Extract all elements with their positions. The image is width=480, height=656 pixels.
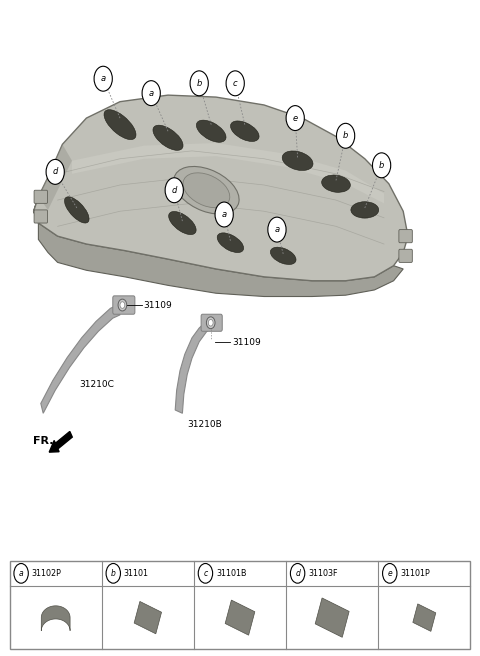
Circle shape — [14, 564, 28, 583]
Circle shape — [118, 299, 127, 311]
Ellipse shape — [217, 233, 244, 253]
FancyBboxPatch shape — [34, 190, 48, 203]
Polygon shape — [38, 144, 72, 210]
Circle shape — [286, 106, 304, 131]
Text: d: d — [52, 167, 58, 176]
Text: c: c — [233, 79, 238, 88]
Circle shape — [46, 159, 64, 184]
Circle shape — [165, 178, 183, 203]
Circle shape — [290, 564, 305, 583]
Text: 31210B: 31210B — [187, 420, 222, 429]
Circle shape — [106, 564, 120, 583]
Circle shape — [94, 66, 112, 91]
Text: a: a — [275, 225, 279, 234]
Circle shape — [198, 564, 213, 583]
Text: d: d — [295, 569, 300, 578]
FancyBboxPatch shape — [399, 230, 412, 243]
Bar — [10, 561, 470, 649]
Text: a: a — [149, 89, 154, 98]
Circle shape — [206, 317, 215, 329]
Polygon shape — [41, 305, 120, 413]
Ellipse shape — [183, 173, 230, 208]
Ellipse shape — [196, 120, 226, 142]
Ellipse shape — [153, 125, 183, 150]
Polygon shape — [72, 143, 384, 203]
FancyBboxPatch shape — [34, 210, 48, 223]
Text: 31101P: 31101P — [400, 569, 430, 578]
Circle shape — [268, 217, 286, 242]
Polygon shape — [225, 600, 255, 635]
Ellipse shape — [351, 201, 379, 218]
Text: b: b — [379, 161, 384, 170]
Circle shape — [215, 202, 233, 227]
Text: b: b — [343, 131, 348, 140]
Ellipse shape — [230, 121, 259, 142]
Polygon shape — [134, 602, 162, 634]
Circle shape — [383, 564, 397, 583]
Text: 31109: 31109 — [143, 300, 172, 310]
Polygon shape — [175, 321, 214, 413]
Ellipse shape — [168, 211, 196, 235]
FancyBboxPatch shape — [399, 249, 412, 262]
Ellipse shape — [104, 110, 136, 140]
Polygon shape — [34, 95, 408, 281]
Ellipse shape — [270, 247, 296, 264]
Text: d: d — [171, 186, 177, 195]
Ellipse shape — [64, 197, 89, 223]
Circle shape — [190, 71, 208, 96]
Text: c: c — [204, 569, 207, 578]
FancyBboxPatch shape — [201, 314, 222, 331]
Text: FR.: FR. — [33, 436, 53, 447]
Text: a: a — [222, 210, 227, 219]
Text: 31109: 31109 — [232, 338, 261, 347]
Text: b: b — [196, 79, 202, 88]
Ellipse shape — [282, 151, 313, 171]
Text: e: e — [293, 113, 298, 123]
Text: 31101B: 31101B — [216, 569, 247, 578]
Text: a: a — [101, 74, 106, 83]
Polygon shape — [41, 606, 70, 631]
Circle shape — [336, 123, 355, 148]
Text: a: a — [19, 569, 24, 578]
Ellipse shape — [322, 175, 350, 192]
Circle shape — [142, 81, 160, 106]
Text: b: b — [111, 569, 116, 578]
Text: 31103F: 31103F — [308, 569, 337, 578]
Text: e: e — [387, 569, 392, 578]
Text: 31102P: 31102P — [32, 569, 61, 578]
Polygon shape — [315, 598, 349, 637]
FancyArrow shape — [49, 432, 72, 452]
Text: 31101: 31101 — [124, 569, 149, 578]
Polygon shape — [413, 604, 436, 631]
Ellipse shape — [174, 167, 239, 214]
Circle shape — [120, 302, 125, 308]
Circle shape — [372, 153, 391, 178]
Circle shape — [208, 319, 213, 326]
Text: 31210C: 31210C — [79, 380, 114, 390]
Circle shape — [226, 71, 244, 96]
Polygon shape — [34, 197, 403, 297]
FancyBboxPatch shape — [113, 296, 135, 314]
